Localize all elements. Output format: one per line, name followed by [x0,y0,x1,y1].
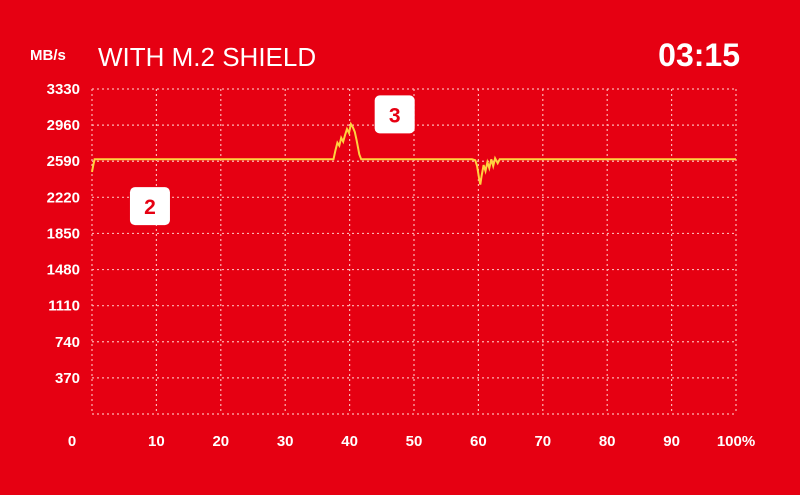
y-tick-label: 740 [55,334,80,351]
x-tick-label: 40 [341,433,358,450]
y-tick-label: 370 [55,370,80,387]
chart-title: WITH M.2 SHIELD [98,42,316,72]
x-tick-label: 90 [663,433,680,450]
annotation-label: 2 [144,196,156,219]
x-tick-label: 80 [599,433,616,450]
x-tick-label: 20 [212,433,229,450]
annotations: 23 [129,95,415,226]
x-tick-label: 100% [717,433,755,450]
annotation-box [374,95,415,134]
y-tick-label: 2220 [47,189,80,206]
annotation-label: 3 [389,104,401,127]
annotation-marker: 3 [374,95,415,134]
x-tick-label: 70 [534,433,551,450]
y-tick-label: 1850 [47,225,80,242]
annotation-marker: 2 [129,187,170,226]
grid [91,88,737,415]
y-axis-ticks: 370 740 1110 1480 1850 2220 2590 2960 3330 [47,81,80,387]
x-axis-ticks: 0 10 20 30 40 50 60 70 80 90 100% [68,433,755,450]
y-tick-label: 1110 [48,298,80,315]
x-tick-label: 0 [68,433,76,450]
series [91,121,736,185]
timer: 03:15 [658,37,740,73]
y-tick-label: 1480 [47,262,80,279]
x-tick-label: 50 [406,433,423,450]
x-tick-label: 10 [148,433,165,450]
x-tick-label: 30 [277,433,294,450]
annotation-box [129,187,170,226]
y-tick-label: 3330 [47,81,80,98]
y-tick-label: 2960 [47,117,80,134]
x-tick-label: 60 [470,433,487,450]
y-tick-label: 2590 [47,153,80,170]
unit-label: MB/s [30,47,66,64]
series-line [91,121,736,185]
